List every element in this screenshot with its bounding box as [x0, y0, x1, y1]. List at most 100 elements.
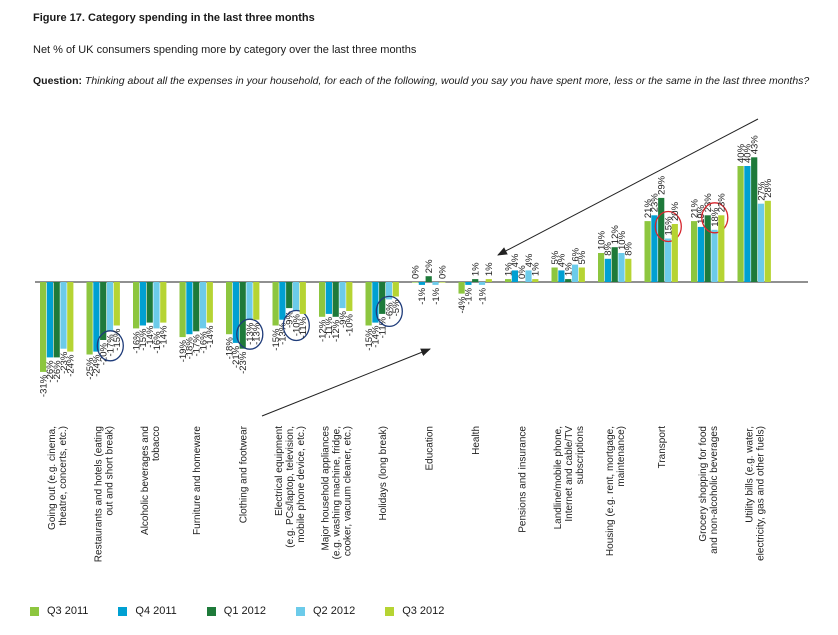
bar: [186, 282, 193, 335]
bar: [46, 282, 53, 358]
data-label: -16%: [131, 331, 142, 354]
data-label: 1%: [531, 262, 542, 276]
data-label: 15%: [663, 216, 674, 236]
data-label: 28%: [763, 178, 774, 198]
data-label: 8%: [624, 242, 635, 256]
bar: [292, 282, 300, 311]
bar: [372, 282, 379, 323]
data-label: 0%: [438, 265, 449, 279]
bar: [418, 282, 425, 285]
bar: [704, 215, 711, 282]
bar: [558, 270, 565, 282]
bar: [465, 282, 472, 285]
data-label: 2%: [424, 259, 435, 273]
data-label: -14%: [145, 325, 156, 348]
category-label: Alcoholic beverages andtobacco: [140, 426, 162, 535]
data-label: 1%: [471, 262, 482, 276]
bar: [199, 282, 207, 329]
highlight-circle: [654, 210, 682, 243]
data-label: -15%: [138, 328, 149, 351]
highlight-circle: [96, 330, 124, 362]
bar: [697, 226, 704, 282]
bar: [412, 282, 419, 283]
bar: [246, 282, 253, 320]
data-label: 5%: [577, 250, 588, 264]
bar: [671, 224, 678, 282]
category-label: Transport: [657, 426, 668, 469]
legend-swatch: [295, 606, 305, 616]
data-label: 29%: [657, 175, 668, 195]
legend-swatch: [118, 606, 128, 616]
data-label: -1%: [431, 287, 442, 304]
bar: [146, 282, 153, 323]
bar: [67, 282, 74, 352]
data-label: 5%: [550, 250, 561, 264]
data-label: -16%: [198, 331, 209, 354]
bar: [439, 282, 446, 283]
data-label: 1%: [564, 262, 575, 276]
legend-swatch: [30, 606, 39, 616]
bar: [153, 282, 160, 329]
bar: [60, 282, 67, 349]
data-label: -9%: [338, 311, 349, 328]
legend-label: Q4 2011: [135, 605, 177, 617]
data-label: 18%: [710, 207, 721, 227]
bar: [578, 267, 585, 282]
data-label: -11%: [324, 316, 335, 338]
data-label: -26%: [52, 360, 63, 383]
bar: [279, 282, 286, 320]
data-label: -16%: [152, 331, 163, 354]
bar: [425, 276, 432, 282]
trend-arrow-negative: [261, 348, 431, 417]
data-label: -10%: [345, 313, 356, 336]
data-label: -9%: [285, 311, 296, 328]
bar: [139, 282, 146, 326]
question-text: Thinking about all the expenses in your …: [84, 75, 810, 87]
data-label: 6%: [570, 247, 581, 261]
data-label: -20%: [99, 342, 110, 365]
data-label: 40%: [736, 143, 747, 163]
bar: [625, 258, 632, 282]
chart-title: Figure 17. Category spending in the last…: [33, 12, 315, 24]
legend-item: Q4 2011: [118, 605, 177, 617]
data-label: 21%: [643, 199, 654, 219]
bar: [478, 282, 486, 285]
data-label: 4%: [557, 253, 568, 267]
bar: [432, 282, 439, 285]
bar: [253, 282, 260, 320]
bar: [604, 258, 611, 282]
legend-swatch: [385, 606, 395, 616]
bar: [505, 279, 512, 282]
category-label: Restaurants and hotels (eatingout and sh…: [94, 426, 116, 562]
highlight-circle: [701, 202, 729, 234]
data-label: -1%: [464, 287, 475, 304]
data-label: -10%: [291, 313, 302, 336]
bar: [53, 282, 60, 358]
bar: [100, 282, 107, 340]
data-label: 12%: [610, 225, 621, 245]
data-label: 43%: [750, 135, 761, 155]
bar: [286, 282, 293, 309]
data-label: -13%: [252, 322, 263, 345]
data-label: 40%: [743, 143, 754, 163]
category-label: Clothing and footwear: [239, 425, 250, 523]
bar: [511, 270, 518, 282]
bar: [206, 282, 213, 323]
bar: [272, 282, 279, 326]
bar: [239, 282, 246, 349]
bar: [392, 282, 399, 297]
highlight-circle: [375, 295, 403, 328]
legend-item: Q3 2011: [30, 605, 88, 617]
category-label: Major household appliances(e.g. washing …: [321, 426, 354, 559]
data-label: -4%: [457, 296, 468, 313]
data-label: 10%: [596, 230, 607, 250]
bar: [365, 282, 372, 326]
data-label: -23%: [238, 351, 249, 374]
legend-item: Q1 2012: [206, 605, 266, 617]
data-label: 23%: [650, 193, 661, 213]
bar: [611, 247, 618, 282]
bar: [232, 282, 239, 343]
category-label: Housing (e.g. rent, mortgage,maintenance…: [605, 426, 627, 556]
data-label: -1%: [477, 287, 488, 304]
data-label: 23%: [717, 193, 728, 213]
